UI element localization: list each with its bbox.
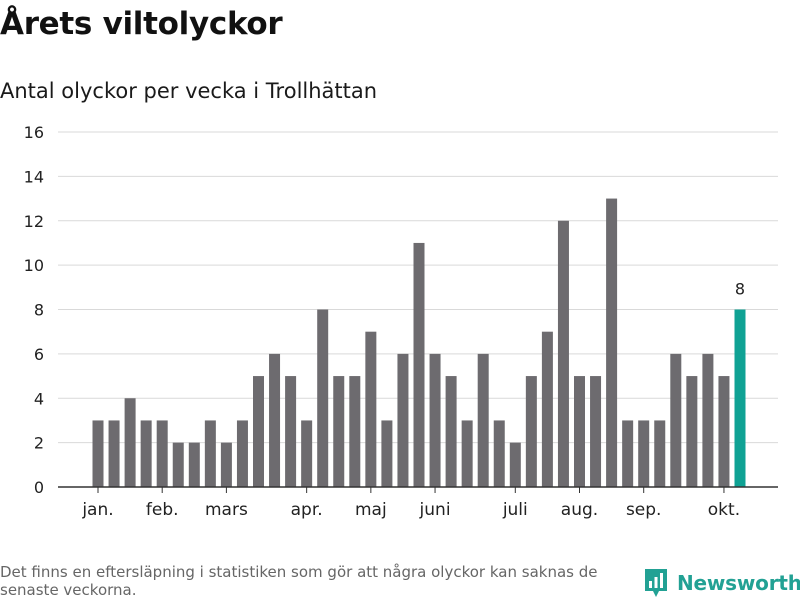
x-tick-label: juni <box>419 500 451 520</box>
y-tick-label: 8 <box>34 301 44 320</box>
bar <box>445 376 457 487</box>
data-label: 8 <box>735 280 745 299</box>
bar <box>622 420 634 487</box>
y-tick-label: 2 <box>34 434 44 453</box>
bar <box>638 420 650 487</box>
x-tick-label: jan. <box>81 500 113 520</box>
bar <box>461 420 473 487</box>
bar <box>397 353 409 487</box>
x-tick-label: juli <box>502 500 528 520</box>
bar <box>686 376 698 487</box>
y-tick-label: 6 <box>34 345 44 364</box>
y-tick-label: 0 <box>34 478 44 497</box>
bar <box>718 376 730 487</box>
bar <box>188 442 200 487</box>
bar <box>670 353 682 487</box>
x-tick-label: okt. <box>708 500 740 520</box>
bar-chart: 0 2 4 6 8 10 12 14 16 8 jan. feb. mars apr. maj juni jul… <box>24 123 778 520</box>
bar <box>606 198 618 487</box>
bar <box>220 442 232 487</box>
bar <box>92 420 104 487</box>
x-tick-label: sep. <box>626 500 662 520</box>
bar <box>140 420 152 487</box>
chart-subtitle: Antal olyckor per vecka i Trollhättan <box>0 79 378 103</box>
bar <box>108 420 120 487</box>
bar <box>381 420 393 487</box>
bar <box>349 376 361 487</box>
bar <box>574 376 585 487</box>
chart-title: Årets viltolyckor <box>0 6 283 42</box>
x-tick-label: feb. <box>146 500 179 520</box>
bar <box>429 353 441 487</box>
bar <box>493 420 505 487</box>
bar <box>204 420 216 487</box>
bar <box>285 376 297 487</box>
bar <box>236 420 248 487</box>
bar <box>702 353 714 487</box>
bar <box>253 376 264 487</box>
bar <box>413 242 425 487</box>
y-tick-label: 16 <box>24 123 44 142</box>
bar <box>590 376 602 487</box>
bar <box>301 420 313 487</box>
x-tick-label: mars <box>205 500 248 520</box>
footnote: Det finns en eftersläpning i statistiken… <box>0 563 598 599</box>
bar <box>477 353 489 487</box>
bar <box>124 398 136 487</box>
bar <box>365 331 377 487</box>
bar <box>333 376 345 487</box>
x-tick-label: apr. <box>291 500 323 520</box>
bar <box>269 353 281 487</box>
y-tick-label: 14 <box>24 167 44 186</box>
highlight-bar <box>734 309 746 487</box>
bar <box>156 420 168 487</box>
bar <box>557 220 569 487</box>
brand-name: Newsworthy <box>677 571 800 595</box>
y-tick-label: 10 <box>24 256 44 275</box>
bar <box>509 442 521 487</box>
y-tick-label: 4 <box>34 389 44 408</box>
x-tick-label: aug. <box>561 500 598 520</box>
bar <box>317 309 329 487</box>
bar <box>541 331 553 487</box>
bar <box>172 442 184 487</box>
x-tick-label: maj <box>355 500 387 520</box>
newsworthy-logo-icon <box>645 569 667 597</box>
brand-logo[interactable]: Newsworthy <box>643 567 800 599</box>
bar <box>654 420 666 487</box>
bar <box>525 376 537 487</box>
y-tick-label: 12 <box>24 212 44 231</box>
